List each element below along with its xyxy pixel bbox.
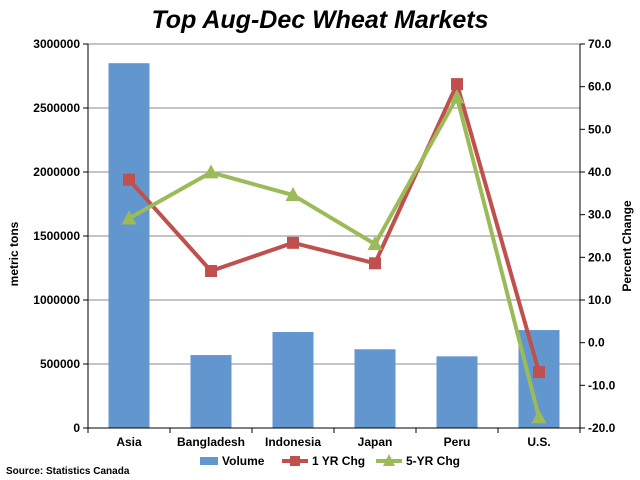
legend-label: Volume <box>222 454 265 468</box>
point-5yr-chg <box>531 409 547 424</box>
legend-square-marker <box>290 456 300 466</box>
point-1yr-chg <box>369 257 381 270</box>
point-1yr-chg <box>123 173 135 186</box>
point-5yr-chg <box>121 210 137 225</box>
x-tick-label: Indonesia <box>265 435 321 449</box>
bar-volume <box>354 349 396 428</box>
y2-tick-label: 10.0 <box>588 293 612 307</box>
point-5yr-chg <box>367 236 383 251</box>
y2-axis-label: Percent Change <box>620 200 634 292</box>
point-1yr-chg <box>205 264 217 277</box>
bar-series <box>108 63 560 428</box>
source-note: Source: Statistics Canada <box>6 466 130 477</box>
legend-triangle-marker <box>383 454 395 466</box>
y-tick-label: 1000000 <box>33 293 80 307</box>
legend-swatch-volume <box>200 457 218 465</box>
y-tick-label: 1500000 <box>33 229 80 243</box>
series-line-triangle <box>128 95 541 418</box>
x-tick-label: Asia <box>116 435 142 449</box>
bar-volume <box>108 63 150 428</box>
legend-label: 1 YR Chg <box>312 454 365 468</box>
x-tick-label: U.S. <box>527 435 550 449</box>
x-tick-label: Bangladesh <box>177 435 245 449</box>
point-1yr-chg <box>451 78 463 91</box>
y-tick-label: 3000000 <box>33 37 80 51</box>
point-5yr-chg <box>203 164 219 179</box>
bar-volume <box>190 355 232 428</box>
chart-title: Top Aug-Dec Wheat Markets <box>151 6 488 34</box>
y2-tick-label: 30.0 <box>588 208 612 222</box>
x-tick-label: Japan <box>358 435 393 449</box>
y2-tick-label: 60.0 <box>588 80 612 94</box>
y-tick-label: 2500000 <box>33 101 80 115</box>
point-5yr-chg <box>449 89 465 104</box>
bar-volume <box>436 356 478 428</box>
line-series <box>121 78 547 424</box>
series-line-square <box>127 82 541 373</box>
y2-tick-label: -20.0 <box>588 421 616 435</box>
axes <box>83 43 585 433</box>
legend: Volume 1 YR Chg 5-YR Chg <box>200 454 460 468</box>
y2-tick-label: 50.0 <box>588 122 612 136</box>
point-5yr-chg <box>285 187 301 202</box>
x-tick-label: Peru <box>444 435 471 449</box>
y2-tick-label: -10.0 <box>588 378 616 392</box>
y2-tick-label: 40.0 <box>588 165 612 179</box>
grid-lines <box>88 43 580 365</box>
legend-label: 5-YR Chg <box>406 454 460 468</box>
y-tick-label: 2000000 <box>33 165 80 179</box>
point-1yr-chg <box>533 366 545 379</box>
y2-tick-label: 70.0 <box>588 37 612 51</box>
tick-labels: 0 500000 1000000 1500000 2000000 2500000 30000… <box>33 37 615 449</box>
y-tick-label: 500000 <box>40 357 80 371</box>
y2-tick-label: 20.0 <box>588 250 612 264</box>
bar-volume <box>272 332 314 428</box>
point-1yr-chg <box>287 236 299 249</box>
y2-tick-label: 0.0 <box>588 336 605 350</box>
y-tick-label: 0 <box>73 421 80 435</box>
y-axis-label: metric tons <box>7 221 21 286</box>
